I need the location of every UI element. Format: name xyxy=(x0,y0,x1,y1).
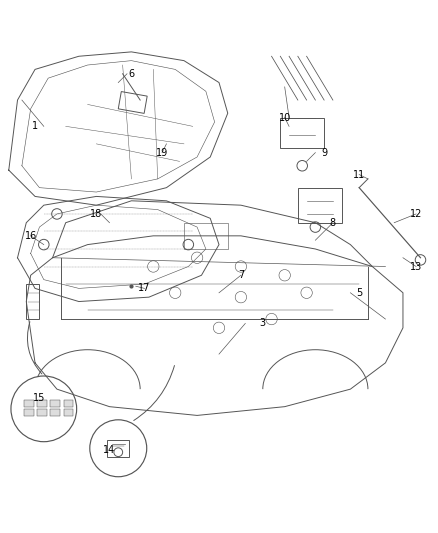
Text: 15: 15 xyxy=(33,393,46,403)
Text: 18: 18 xyxy=(90,209,102,219)
Text: 19: 19 xyxy=(156,148,168,158)
Text: 16: 16 xyxy=(25,231,37,241)
Bar xyxy=(26,284,39,319)
Text: 14: 14 xyxy=(103,446,116,456)
Bar xyxy=(50,400,60,407)
Text: 13: 13 xyxy=(410,262,422,271)
Text: 17: 17 xyxy=(138,284,151,293)
Bar xyxy=(64,400,73,407)
Bar xyxy=(64,409,73,416)
Bar xyxy=(37,409,47,416)
Text: 7: 7 xyxy=(238,270,244,280)
Text: 11: 11 xyxy=(353,169,365,180)
Text: 12: 12 xyxy=(410,209,422,219)
Bar xyxy=(280,118,324,148)
Bar xyxy=(24,400,34,407)
Text: 3: 3 xyxy=(260,318,266,328)
Text: 9: 9 xyxy=(321,148,327,158)
Circle shape xyxy=(90,420,147,477)
Circle shape xyxy=(11,376,77,442)
Bar xyxy=(298,188,342,223)
Bar xyxy=(118,92,147,114)
Bar xyxy=(50,409,60,416)
Text: 1: 1 xyxy=(32,122,38,131)
Text: 10: 10 xyxy=(279,112,291,123)
Bar xyxy=(37,400,47,407)
Text: 5: 5 xyxy=(356,288,362,298)
Text: 8: 8 xyxy=(330,217,336,228)
Bar xyxy=(107,440,129,457)
Bar xyxy=(24,409,34,416)
Text: 6: 6 xyxy=(128,69,134,79)
Bar xyxy=(184,223,228,249)
